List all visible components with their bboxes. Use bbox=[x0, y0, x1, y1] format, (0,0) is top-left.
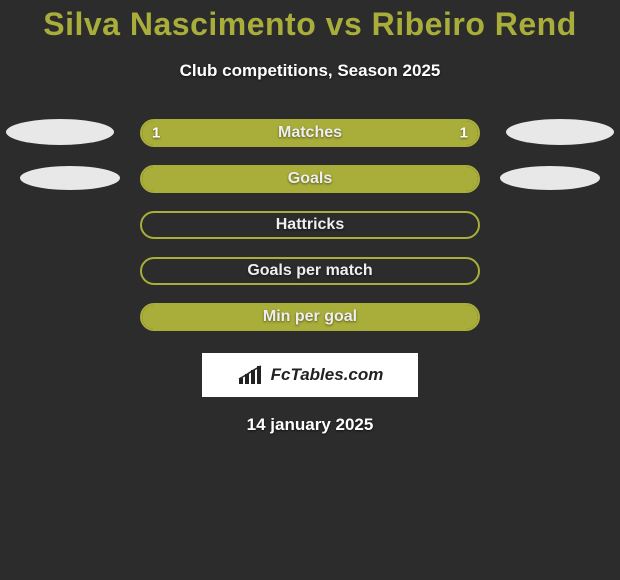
stat-row: Hattricks bbox=[0, 211, 620, 239]
stat-bar: Min per goal bbox=[140, 303, 480, 331]
stat-value-left: 1 bbox=[152, 125, 160, 142]
logo-box: FcTables.com bbox=[202, 353, 418, 397]
stat-rows: Matches 1 1 Goals Hattricks Goals per match Mi… bbox=[0, 119, 620, 331]
stat-row: Goals per match bbox=[0, 257, 620, 285]
stat-row: Matches 1 1 bbox=[0, 119, 620, 147]
subtitle: Club competitions, Season 2025 bbox=[0, 61, 620, 81]
player-marker-right bbox=[500, 166, 600, 190]
stat-label: Goals per match bbox=[247, 262, 372, 280]
stat-value-right: 1 bbox=[460, 125, 468, 142]
comparison-infographic: Silva Nascimento vs Ribeiro Rend Club co… bbox=[0, 0, 620, 580]
bars-icon bbox=[237, 364, 265, 386]
page-title: Silva Nascimento vs Ribeiro Rend bbox=[0, 0, 620, 43]
stat-label: Hattricks bbox=[276, 216, 344, 234]
player-marker-left bbox=[6, 119, 114, 145]
stat-row: Goals bbox=[0, 165, 620, 193]
player-marker-right bbox=[506, 119, 614, 145]
logo-text: FcTables.com bbox=[271, 365, 384, 385]
stat-label: Goals bbox=[288, 170, 332, 188]
player-marker-left bbox=[20, 166, 120, 190]
date-text: 14 january 2025 bbox=[0, 415, 620, 435]
stat-bar: Goals per match bbox=[140, 257, 480, 285]
stat-bar: Matches 1 1 bbox=[140, 119, 480, 147]
stat-row: Min per goal bbox=[0, 303, 620, 331]
stat-label: Matches bbox=[278, 124, 342, 142]
stat-label: Min per goal bbox=[263, 308, 357, 326]
stat-bar: Hattricks bbox=[140, 211, 480, 239]
stat-bar: Goals bbox=[140, 165, 480, 193]
